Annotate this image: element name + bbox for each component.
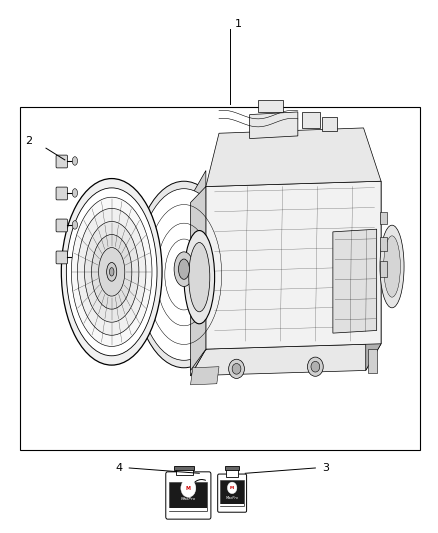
Ellipse shape — [384, 236, 400, 297]
Bar — [220, 480, 244, 506]
Ellipse shape — [78, 208, 146, 335]
Bar — [368, 349, 377, 373]
Bar — [220, 504, 244, 506]
Bar — [226, 469, 238, 477]
Circle shape — [181, 479, 196, 497]
Bar — [322, 117, 337, 131]
Circle shape — [311, 361, 320, 372]
FancyBboxPatch shape — [56, 155, 67, 168]
Ellipse shape — [189, 243, 210, 312]
Polygon shape — [191, 367, 219, 385]
Bar — [302, 112, 320, 128]
Ellipse shape — [71, 197, 152, 346]
Circle shape — [227, 482, 237, 494]
Ellipse shape — [92, 235, 132, 309]
Ellipse shape — [72, 189, 78, 197]
Circle shape — [229, 359, 244, 378]
Ellipse shape — [72, 253, 78, 261]
Polygon shape — [191, 171, 206, 376]
Bar — [169, 482, 208, 511]
Bar — [174, 466, 194, 470]
Ellipse shape — [134, 181, 234, 368]
Text: MaxPro: MaxPro — [226, 496, 239, 500]
Bar — [380, 237, 387, 251]
Ellipse shape — [138, 189, 230, 360]
Bar — [176, 469, 192, 475]
FancyBboxPatch shape — [218, 474, 247, 512]
Ellipse shape — [72, 221, 78, 229]
Circle shape — [232, 364, 241, 374]
Polygon shape — [191, 187, 206, 370]
Polygon shape — [191, 344, 381, 376]
Ellipse shape — [174, 252, 194, 287]
Text: 2: 2 — [25, 136, 32, 146]
Text: M: M — [186, 486, 191, 491]
Ellipse shape — [85, 222, 139, 322]
Ellipse shape — [106, 263, 117, 281]
FancyBboxPatch shape — [56, 251, 67, 264]
Ellipse shape — [184, 230, 215, 324]
Ellipse shape — [178, 259, 189, 279]
Text: 4: 4 — [116, 463, 123, 473]
Polygon shape — [250, 112, 298, 139]
Polygon shape — [206, 181, 381, 349]
Text: M: M — [230, 486, 234, 490]
Ellipse shape — [72, 157, 78, 165]
Text: 1: 1 — [234, 19, 241, 29]
Ellipse shape — [110, 268, 114, 276]
Bar — [20, 107, 420, 450]
Ellipse shape — [380, 225, 404, 308]
Ellipse shape — [67, 188, 157, 356]
Text: 3: 3 — [322, 463, 329, 473]
Polygon shape — [333, 229, 377, 333]
FancyBboxPatch shape — [56, 219, 67, 232]
Bar — [380, 212, 387, 224]
Text: MaxPro: MaxPro — [181, 497, 196, 502]
FancyBboxPatch shape — [166, 472, 211, 519]
Polygon shape — [366, 181, 381, 370]
Ellipse shape — [99, 247, 125, 296]
Bar — [380, 261, 387, 277]
Bar — [169, 508, 208, 511]
Ellipse shape — [61, 179, 162, 365]
Polygon shape — [206, 128, 381, 187]
Bar — [258, 100, 283, 112]
FancyBboxPatch shape — [56, 187, 67, 200]
Circle shape — [307, 357, 323, 376]
Bar — [225, 466, 239, 471]
